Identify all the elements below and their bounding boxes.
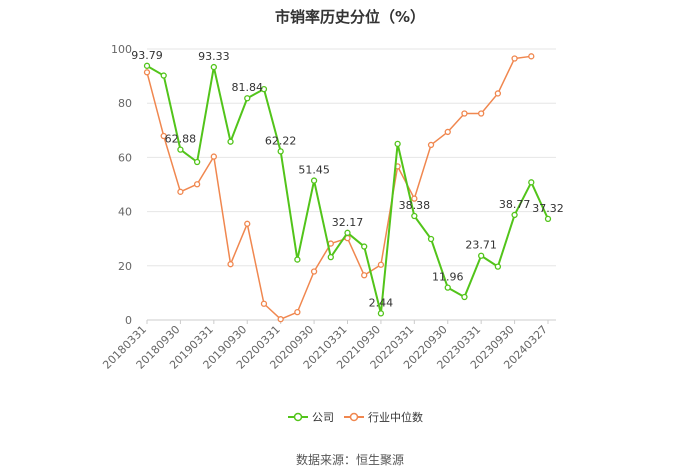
data-point — [227, 261, 234, 268]
x-axis: 2018033120180930201903312019093020200331… — [100, 319, 556, 372]
legend-swatch-marker — [349, 412, 359, 422]
data-label: 51.45 — [298, 164, 330, 177]
data-point — [227, 138, 234, 145]
data-point — [177, 146, 184, 153]
data-point — [210, 153, 217, 160]
data-point — [294, 308, 301, 316]
y-axis: 0 20 40 60 80 100 — [111, 43, 132, 327]
data-point — [444, 128, 451, 136]
legend-label: 行业中位数 — [368, 410, 423, 424]
data-point — [377, 310, 385, 317]
data-label: 81.84 — [232, 81, 264, 94]
data-point — [528, 179, 535, 186]
data-point — [461, 110, 468, 117]
data-label: 62.88 — [165, 133, 197, 146]
data-point — [511, 211, 518, 219]
data-point — [260, 300, 268, 307]
data-point — [361, 272, 368, 279]
data-point — [277, 148, 284, 155]
data-labels: 93.79 62.88 93.33 81.84 62.22 51.45 32.17 2.44 3… — [131, 49, 564, 310]
data-label: 93.33 — [198, 50, 230, 63]
data-label: 93.79 — [131, 49, 163, 62]
y-tick-label: 20 — [118, 260, 132, 273]
data-point — [444, 284, 451, 291]
data-point — [160, 132, 167, 140]
data-point — [394, 140, 401, 148]
legend-swatch-marker — [293, 412, 303, 422]
y-tick-label: 100 — [111, 43, 132, 56]
data-point — [244, 95, 251, 102]
data-point — [461, 293, 468, 301]
data-point — [327, 253, 334, 261]
data-point — [294, 256, 301, 263]
data-point — [244, 220, 251, 227]
data-label: 38.77 — [499, 198, 531, 211]
y-tick-label: 40 — [118, 206, 132, 219]
data-label: 23.71 — [465, 239, 497, 252]
chart-title: 市销率历史分位（%） — [274, 8, 426, 26]
series-layer — [143, 53, 552, 323]
legend-label: 公司 — [312, 411, 334, 424]
data-point — [528, 53, 535, 60]
grid-layer — [147, 48, 556, 321]
data-point — [411, 212, 418, 220]
data-point — [310, 177, 318, 184]
data-point — [544, 215, 552, 223]
data-point — [361, 243, 368, 250]
data-point — [193, 181, 201, 188]
y-tick-label: 80 — [118, 97, 132, 110]
data-point — [377, 261, 385, 268]
data-point — [478, 110, 485, 117]
data-point — [494, 263, 502, 270]
y-tick-label: 60 — [118, 151, 132, 164]
data-label: 32.17 — [332, 216, 364, 229]
data-point — [260, 85, 268, 93]
data-point — [427, 141, 435, 149]
data-point — [494, 90, 502, 97]
data-point — [277, 316, 284, 323]
data-point — [427, 235, 435, 243]
data-label: 62.22 — [265, 134, 297, 147]
data-label: 38.38 — [399, 199, 431, 212]
data-point — [143, 62, 151, 69]
data-point — [193, 158, 201, 166]
source-note: 数据来源：恒生聚源 — [295, 453, 404, 467]
data-point — [511, 55, 518, 62]
data-point — [478, 252, 485, 259]
data-point — [210, 63, 217, 71]
data-label: 37.32 — [532, 202, 564, 215]
data-label: 11.96 — [432, 271, 464, 284]
series-line — [146, 55, 532, 320]
data-label: 2.44 — [369, 296, 394, 309]
data-point — [344, 229, 351, 236]
y-tick-label: 0 — [125, 314, 132, 327]
legend[interactable]: 公司 行业中位数 — [288, 410, 423, 424]
data-point — [160, 72, 167, 79]
data-point — [411, 195, 418, 202]
data-point — [143, 69, 151, 76]
data-point — [310, 268, 318, 275]
data-point — [177, 188, 184, 195]
